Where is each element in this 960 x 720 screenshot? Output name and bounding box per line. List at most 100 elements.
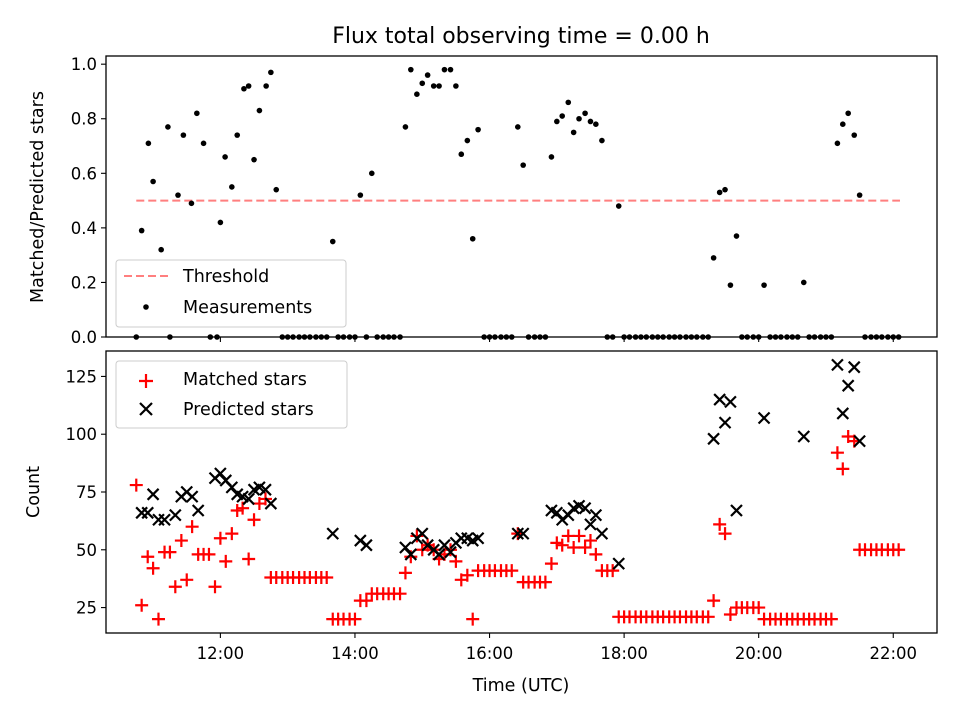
predicted-star-point — [516, 527, 530, 540]
bottom-y-tick-label: 25 — [76, 599, 97, 618]
matched-star-point — [555, 538, 569, 552]
top-y-tick-label: 0.8 — [71, 110, 97, 129]
matched-star-point — [707, 594, 721, 608]
top-y-axis-label: Matched/Predicted stars — [28, 91, 48, 303]
matched-star-point — [163, 545, 177, 559]
measurement-point — [234, 132, 241, 138]
predicted-star-point — [158, 513, 171, 527]
measurement-point — [138, 227, 145, 234]
x-axis-label: Time (UTC) — [472, 676, 570, 696]
measurement-point — [839, 121, 846, 128]
bottom-y-axis: 25 50 75 100 125 — [66, 367, 106, 618]
measurement-point — [200, 140, 207, 147]
predicted-star-point — [757, 411, 771, 425]
top-y-tick-label: 1.0 — [71, 55, 97, 74]
matched-star-point — [393, 587, 407, 601]
predicted-star-point — [444, 545, 457, 559]
bottom-legend-box — [115, 360, 348, 429]
measurement-point — [559, 113, 566, 119]
measurement-point — [554, 118, 560, 125]
measurement-point — [180, 132, 187, 138]
matched-star-point — [836, 462, 850, 476]
matched-star-point — [589, 547, 603, 561]
measurement-point — [469, 235, 476, 242]
measurement-point — [424, 72, 431, 78]
matched-star-point — [544, 557, 558, 571]
predicted-star-point — [185, 490, 199, 503]
matched-star-point — [460, 568, 474, 582]
measurement-point — [834, 140, 841, 147]
measurement-point — [175, 192, 181, 198]
matched-star-point — [174, 534, 188, 548]
measurement-point — [241, 85, 247, 92]
predicted-star-point — [360, 538, 373, 552]
measurement-point — [408, 66, 414, 73]
predicted-star-point — [836, 407, 850, 420]
predicted-star-point — [432, 548, 446, 561]
measurement-point — [593, 121, 599, 128]
matched-star-point — [129, 478, 143, 492]
measurement-point — [222, 154, 228, 160]
matched-star-point — [242, 552, 256, 566]
matched-star-point — [398, 566, 412, 580]
measurement-point — [273, 186, 280, 193]
measurement-point — [520, 162, 526, 168]
matched-star-point — [583, 534, 597, 548]
bottom-y-tick-label: 125 — [66, 367, 98, 386]
measurement-point — [587, 118, 594, 125]
measurement-point — [188, 200, 195, 207]
matched-star-point — [225, 527, 239, 541]
predicted-star-point — [169, 508, 182, 522]
x-tick-label: 18:00 — [600, 644, 648, 663]
predicted-star-point — [259, 483, 272, 496]
bottom-plot-area — [129, 358, 906, 626]
bottom-legend-label-predicted: Predicted stars — [183, 400, 314, 420]
top-y-tick-label: 0.4 — [71, 219, 97, 238]
matched-star-point — [505, 564, 519, 578]
measurement-point — [845, 110, 851, 117]
measurement-point — [851, 132, 858, 138]
measurement-point — [150, 178, 156, 185]
x-tick-label: 14:00 — [331, 644, 379, 663]
top-y-tick-label: 0.0 — [71, 328, 97, 347]
measurement-point — [565, 99, 572, 106]
predicted-star-point — [511, 527, 525, 540]
matched-star-point — [320, 571, 334, 585]
predicted-star-point — [141, 506, 154, 520]
measurement-point — [856, 192, 863, 198]
matched-star-point — [208, 580, 222, 594]
x-tick-label: 12:00 — [197, 644, 245, 663]
top-panel: 0.0 0.2 0.4 0.6 0.8 1.0 Matched/Predicted sta… — [28, 55, 938, 347]
top-y-tick-label: 0.6 — [71, 164, 97, 183]
measurement-point — [722, 186, 728, 193]
x-tick-label: 20:00 — [735, 644, 783, 663]
matched-star-point — [538, 575, 552, 589]
measurement-point — [268, 69, 274, 76]
measurement-point — [570, 129, 577, 136]
matched-star-point — [578, 540, 592, 554]
matched-stars-legend-swatch — [139, 374, 153, 388]
predicted-star-point — [242, 492, 255, 506]
bottom-y-tick-label: 50 — [76, 541, 97, 560]
top-legend-label-threshold: Threshold — [182, 267, 269, 287]
matched-star-point — [567, 540, 581, 554]
measurement-point — [145, 140, 152, 147]
predicted-stars-legend-swatch — [139, 402, 153, 416]
measurement-point — [615, 203, 622, 209]
bottom-y-tick-label: 100 — [66, 425, 98, 444]
predicted-star-point — [831, 358, 844, 372]
chart-title: Flux total observing time = 0.00 h — [332, 24, 710, 49]
predicted-star-point — [326, 527, 340, 540]
bottom-y-axis-label: Count — [24, 466, 44, 518]
matched-star-point — [830, 446, 844, 460]
predicted-star-point — [146, 488, 160, 501]
measurement-point — [368, 170, 375, 177]
matched-star-point — [135, 598, 149, 612]
predicted-star-point — [264, 497, 278, 510]
measurement-point — [402, 124, 409, 130]
measurement-point — [245, 83, 252, 89]
measurement-point — [251, 156, 257, 163]
measurement-point — [548, 154, 555, 160]
